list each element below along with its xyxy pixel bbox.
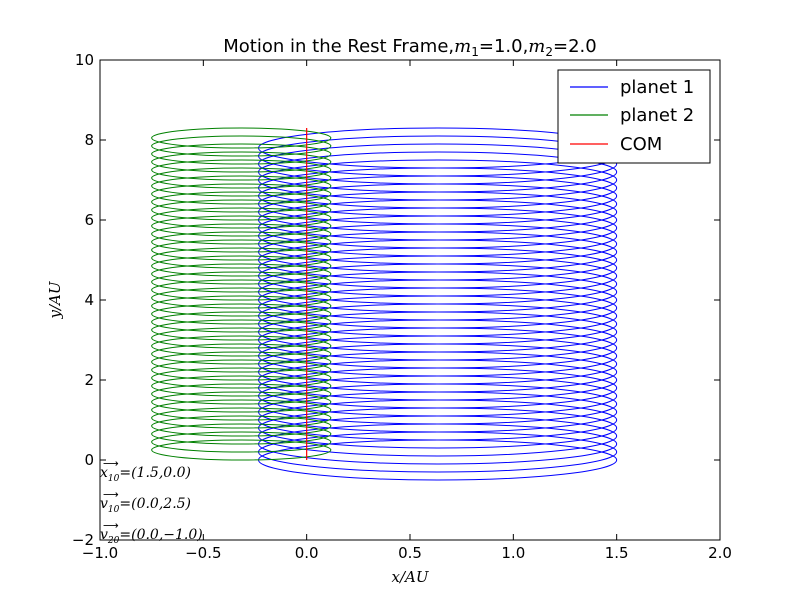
annotation-v20-arrow: ⟶ xyxy=(103,519,119,532)
legend-label-com: COM xyxy=(620,134,662,155)
orbit-loop xyxy=(151,431,332,453)
x-tick-label: 0.0 xyxy=(295,544,319,562)
legend-label-planet-1: planet 1 xyxy=(620,77,694,98)
y-tick-label: −2 xyxy=(72,531,94,549)
orbit-loop xyxy=(151,167,332,189)
x-tick-label: 1.0 xyxy=(501,544,525,562)
y-tick-label: 6 xyxy=(84,211,94,229)
annotation-x10: x10=(1.5,0.0) xyxy=(100,465,191,484)
orbit-loop xyxy=(151,303,332,325)
orbit-loop xyxy=(151,231,332,253)
orbit-loop xyxy=(151,319,332,341)
orbit-loop xyxy=(151,255,332,277)
orbit-loop xyxy=(151,135,332,157)
orbit-loop xyxy=(151,151,332,173)
orbit-loop xyxy=(151,239,332,261)
y-tick-label: 8 xyxy=(84,131,94,149)
legend-box xyxy=(557,69,711,164)
x-tick-label: 2.0 xyxy=(708,544,732,562)
legend: planet 1 planet 2 COM xyxy=(557,69,711,164)
orbit-loop xyxy=(151,247,332,269)
orbit-loop xyxy=(151,207,332,229)
orbit-loop xyxy=(151,391,332,413)
y-axis-label: y/AU xyxy=(46,280,64,319)
orbit-loop xyxy=(151,423,332,445)
orbit-loop xyxy=(151,343,332,365)
series-planet-2 xyxy=(151,127,332,461)
x-tick-label: −1.0 xyxy=(82,544,118,562)
y-tick-label: 4 xyxy=(84,291,94,309)
orbit-loop xyxy=(151,295,332,317)
orbit-loop xyxy=(151,367,332,389)
orbit-loop xyxy=(151,439,332,461)
orbit-loop xyxy=(151,279,332,301)
annotation-v10: v10=(0.0,2.5) xyxy=(100,496,191,515)
orbit-loop xyxy=(151,407,332,429)
orbit-loop xyxy=(151,375,332,397)
x-tick-label: −0.5 xyxy=(185,544,221,562)
legend-label-planet-2: planet 2 xyxy=(620,105,694,126)
x-axis: −1.0 −0.5 0.0 0.5 1.0 1.5 2.0 xyxy=(82,60,732,562)
orbit-loop xyxy=(151,159,332,181)
orbit-loop xyxy=(151,223,332,245)
chart-title: Motion in the Rest Frame,m1=1.0,m2=2.0 xyxy=(223,36,596,59)
orbit-loop xyxy=(151,143,332,165)
x-tick-label: 0.5 xyxy=(398,544,422,562)
orbit-loop xyxy=(151,271,332,293)
orbit-loop xyxy=(151,191,332,213)
orbit-loop xyxy=(151,359,332,381)
orbit-loop xyxy=(151,327,332,349)
plot-area xyxy=(151,127,618,481)
orbit-loop xyxy=(151,399,332,421)
annotation-v20: v20=(0.0,−1.0) xyxy=(100,527,203,546)
annotation-v10-arrow: ⟶ xyxy=(103,488,119,501)
x-axis-label: x/AU xyxy=(392,568,430,586)
orbit-loop xyxy=(151,383,332,405)
orbit-loop xyxy=(151,183,332,205)
orbit-loop xyxy=(151,215,332,237)
orbit-loop xyxy=(151,311,332,333)
orbit-loop xyxy=(151,199,332,221)
orbit-loop xyxy=(151,415,332,437)
y-tick-label: 0 xyxy=(84,451,94,469)
orbit-loop xyxy=(151,351,332,373)
orbit-loop xyxy=(151,335,332,357)
x-tick-label: 1.5 xyxy=(605,544,629,562)
y-tick-label: 10 xyxy=(75,51,94,69)
initial-conditions: x10=(1.5,0.0) ⟶ v10=(0.0,2.5) ⟶ v20=(0.0… xyxy=(100,457,203,546)
y-axis: −2 0 2 4 6 8 10 xyxy=(72,51,720,549)
orbit-loop xyxy=(151,127,332,149)
annotation-x10-arrow: ⟶ xyxy=(103,457,119,470)
orbit-loop xyxy=(151,287,332,309)
y-tick-label: 2 xyxy=(84,371,94,389)
orbit-loop xyxy=(151,175,332,197)
orbit-loop xyxy=(151,263,332,285)
